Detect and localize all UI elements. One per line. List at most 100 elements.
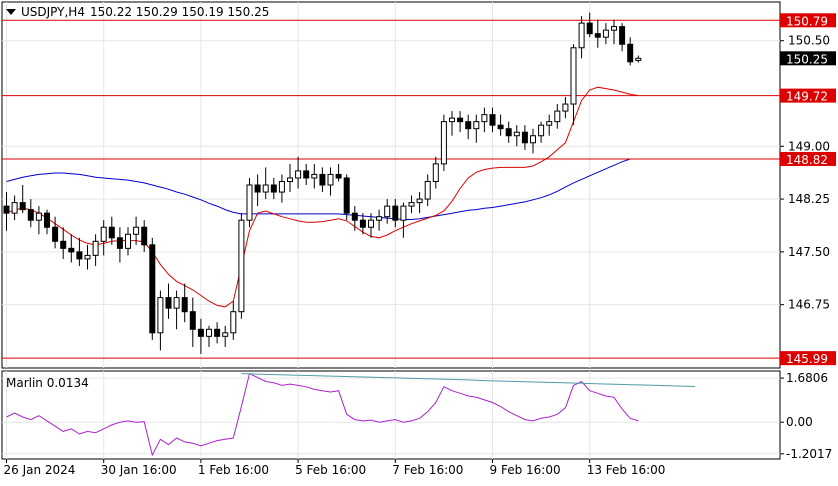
bull-candle bbox=[416, 198, 423, 204]
bull-candle bbox=[611, 26, 617, 31]
bull-candle bbox=[538, 124, 545, 137]
indicator-tick-label: 0.00 bbox=[786, 415, 813, 429]
price-level-label: 150.79 bbox=[786, 14, 828, 28]
indicator-tick-label: 1.6806 bbox=[786, 371, 828, 385]
price-tick-label: 147.50 bbox=[788, 245, 830, 259]
time-tick-label: 1 Feb 16:00 bbox=[198, 463, 269, 477]
bull-candle bbox=[424, 180, 431, 200]
bear-candle bbox=[165, 297, 172, 309]
bear-candle bbox=[619, 26, 626, 45]
bull-candle bbox=[11, 202, 18, 214]
bear-candle bbox=[392, 205, 399, 221]
bull-candle bbox=[473, 121, 480, 130]
indicator-title: Marlin 0.0134 bbox=[6, 376, 89, 390]
bear-candle bbox=[319, 173, 326, 186]
price-level-tag bbox=[780, 88, 836, 103]
bear-candle bbox=[497, 124, 504, 130]
bear-candle bbox=[76, 251, 83, 260]
price-tick-label: 150.50 bbox=[788, 34, 830, 48]
indicator-tick-label: -1.2017 bbox=[786, 447, 832, 461]
time-tick-label: 7 Feb 16:00 bbox=[392, 463, 463, 477]
indicator-axis: 1.6806 0.00 -1.2017 bbox=[780, 371, 832, 461]
bull-candle bbox=[262, 184, 269, 193]
bull-candle bbox=[295, 170, 302, 179]
bull-candle bbox=[570, 47, 577, 105]
bear-candle bbox=[141, 226, 148, 246]
bear-candle bbox=[489, 114, 496, 126]
bull-candle bbox=[449, 117, 455, 123]
bull-candle bbox=[635, 57, 642, 61]
time-tick-label: 9 Feb 16:00 bbox=[490, 463, 561, 477]
bear-candle bbox=[189, 311, 196, 330]
grid-layer bbox=[2, 2, 780, 368]
bull-candle bbox=[432, 163, 439, 182]
bear-candle bbox=[254, 184, 261, 193]
bear-candle bbox=[52, 226, 59, 242]
bear-candle bbox=[149, 244, 156, 334]
bear-candle bbox=[465, 121, 472, 130]
bull-candle bbox=[84, 254, 91, 260]
bull-candle bbox=[578, 22, 585, 49]
price-level-tag bbox=[780, 151, 836, 166]
bull-candle bbox=[400, 205, 407, 221]
bull-candle bbox=[157, 297, 164, 334]
marlin-oscillator-line bbox=[6, 372, 639, 457]
bear-candle bbox=[197, 328, 204, 337]
symbol-timeframe-label: USDJPY,H4 bbox=[21, 5, 85, 19]
indicator-plot-frame bbox=[1, 370, 781, 460]
bull-candle bbox=[133, 226, 140, 235]
bull-candle bbox=[546, 121, 553, 126]
indicator-lines-layer bbox=[6, 372, 696, 457]
ohlc-label: 150.22 150.29 150.19 150.25 bbox=[90, 5, 269, 19]
bull-candle bbox=[35, 212, 42, 221]
bear-candle bbox=[181, 297, 188, 313]
bull-candle bbox=[206, 328, 212, 337]
bear-candle bbox=[505, 128, 512, 137]
bull-candle bbox=[481, 114, 488, 123]
bear-candle bbox=[60, 240, 67, 249]
bear-candle bbox=[351, 212, 358, 221]
moving-average-line bbox=[6, 158, 631, 220]
bull-candle bbox=[562, 103, 569, 112]
bear-candle bbox=[116, 237, 123, 249]
bear-candle bbox=[19, 202, 26, 211]
bull-candle bbox=[238, 219, 245, 313]
bear-candle bbox=[214, 328, 221, 337]
bull-candle bbox=[230, 311, 237, 334]
bull-candle bbox=[222, 332, 229, 337]
price-level-label: 148.82 bbox=[786, 153, 828, 167]
bear-candle bbox=[303, 170, 310, 179]
price-tick-label: 149.00 bbox=[788, 139, 830, 153]
collapse-triangle-icon[interactable] bbox=[6, 9, 16, 15]
time-tick-label: 5 Feb 16:00 bbox=[295, 463, 366, 477]
bull-candle bbox=[384, 205, 391, 218]
bear-candle bbox=[108, 226, 115, 239]
bull-candle bbox=[513, 131, 520, 137]
bull-candle bbox=[311, 173, 318, 179]
bear-candle bbox=[359, 219, 366, 228]
price-level-tag bbox=[780, 351, 836, 366]
bear-candle bbox=[68, 247, 75, 253]
time-tick-label: 30 Jan 16:00 bbox=[101, 463, 177, 477]
bear-candle bbox=[44, 212, 50, 228]
bull-candle bbox=[287, 177, 293, 182]
bear-candle bbox=[270, 184, 277, 193]
bear-candle bbox=[627, 43, 634, 63]
time-tick-label: 13 Feb 16:00 bbox=[587, 463, 666, 477]
main-plot-frame bbox=[1, 1, 781, 369]
marlin-signal-line bbox=[241, 373, 696, 387]
bear-candle bbox=[594, 33, 601, 38]
price-level-label: 145.99 bbox=[786, 352, 828, 366]
price-tick-label: 148.25 bbox=[788, 192, 830, 206]
bull-candle bbox=[530, 135, 536, 144]
bear-candle bbox=[3, 205, 10, 214]
bear-candle bbox=[586, 22, 593, 35]
bull-candle bbox=[602, 29, 609, 38]
bear-candle bbox=[457, 117, 464, 123]
time-tick-label: 26 Jan 2024 bbox=[4, 463, 76, 477]
bull-candle bbox=[554, 110, 561, 123]
bear-candle bbox=[521, 131, 528, 144]
bull-candle bbox=[173, 297, 180, 309]
bull-candle bbox=[440, 121, 447, 165]
